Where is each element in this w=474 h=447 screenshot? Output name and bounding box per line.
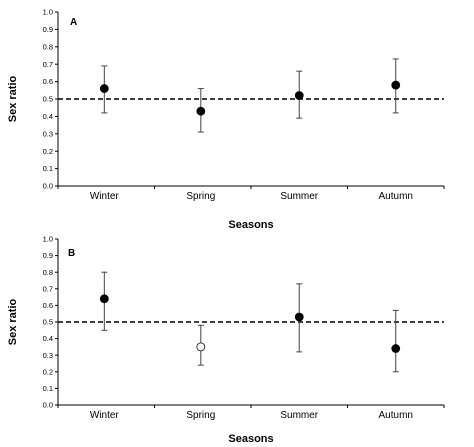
y-tick-label: 1.0: [43, 8, 53, 17]
data-point: [99, 294, 109, 304]
y-tick-label: 0.1: [43, 164, 53, 173]
y-tick-label: 0.5: [43, 318, 53, 327]
x-axis-title: Seasons: [228, 219, 273, 231]
data-point: [196, 342, 206, 352]
y-tick-label: 0.5: [43, 95, 53, 104]
category-label: Autumn: [379, 410, 413, 421]
panel-letter: A: [70, 17, 77, 28]
data-point: [294, 91, 304, 100]
panel-letter: B: [68, 248, 75, 259]
y-tick-label: 1.0: [43, 235, 53, 244]
panel-a: 0.0 0.1 0.2 0.3 0.4 0.5 0.6 0.7 0.8 0.9 1.0 Winter S…: [7, 8, 445, 231]
data-point: [196, 106, 206, 116]
y-tick-label: 0.6: [43, 77, 53, 86]
category-label: Winter: [90, 410, 120, 421]
y-tick-label: 0.9: [43, 25, 53, 34]
data-point: [99, 84, 109, 93]
panel-b: 0.0 0.1 0.2 0.3 0.4 0.5 0.6 0.7 0.8 0.9 1.0 Winter S…: [7, 235, 445, 445]
y-tick-label: 0.8: [43, 42, 53, 51]
category-label: Winter: [90, 191, 120, 202]
data-point: [391, 80, 401, 90]
y-tick-label: 0.9: [43, 251, 53, 260]
y-tick-label: 0.2: [43, 147, 53, 156]
y-tick-label: 0.8: [43, 268, 53, 277]
y-tick-label: 0.7: [43, 284, 53, 293]
category-label: Summer: [280, 191, 318, 202]
x-axis-title: Seasons: [228, 433, 273, 445]
category-label: Summer: [280, 410, 318, 421]
y-tick-label: 0.0: [43, 182, 53, 191]
y-tick-label: 0.1: [43, 384, 53, 393]
data-point: [294, 312, 304, 322]
y-tick-label: 0.3: [43, 351, 53, 360]
y-tick-label: 0.7: [43, 60, 53, 69]
y-axis-title: Sex ratio: [7, 298, 19, 345]
y-tick-label: 0.2: [43, 367, 53, 376]
category-label: Spring: [186, 191, 215, 202]
data-point: [391, 344, 401, 353]
y-tick-label: 0.4: [43, 334, 53, 343]
y-axis-title: Sex ratio: [7, 75, 19, 122]
y-tick-label: 0.0: [43, 401, 53, 410]
y-tick-label: 0.6: [43, 301, 53, 310]
y-tick-label: 0.3: [43, 129, 53, 138]
category-label: Autumn: [379, 191, 413, 202]
y-tick-label: 0.4: [43, 112, 53, 121]
category-label: Spring: [186, 410, 215, 421]
